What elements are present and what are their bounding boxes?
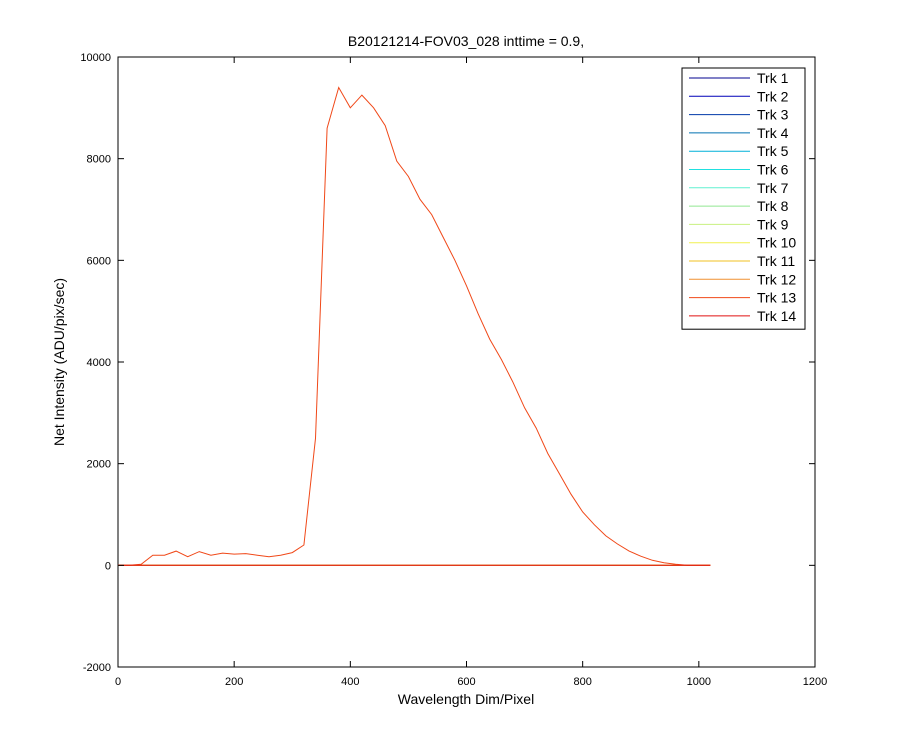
x-tick-label: 800 [573,676,591,688]
legend-label: Trk 14 [757,308,796,324]
x-tick-label: 400 [341,676,359,688]
x-axis-label: Wavelength Dim/Pixel [398,691,534,707]
y-tick-label: 10000 [80,52,111,64]
legend-label: Trk 2 [757,88,789,104]
y-tick-label: 4000 [87,357,111,369]
legend-label: Trk 4 [757,125,789,141]
plot-lines [118,86,711,566]
y-axis-label: Net Intensity (ADU/pix/sec) [51,278,67,446]
x-tick-label: 200 [225,676,243,688]
y-tick-label: 8000 [87,154,111,166]
legend-box [681,67,806,330]
x-tick-label: 1200 [803,676,827,688]
x-tick-label: 1000 [687,676,711,688]
legend-label: Trk 3 [757,107,789,123]
legend-label: Trk 9 [757,216,789,232]
legend-label: Trk 10 [757,235,796,251]
series-line [118,86,711,566]
y-tick-label: 0 [105,560,111,572]
legend-label: Trk 1 [757,70,789,86]
y-tick-label: -2000 [83,662,111,674]
legend-label: Trk 6 [757,162,789,178]
legend-label: Trk 12 [757,271,796,287]
legend-label: Trk 7 [757,180,789,196]
x-tick-label: 600 [457,676,475,688]
legend-label: Trk 13 [757,290,796,306]
y-tick-label: 2000 [87,459,111,471]
legend-label: Trk 8 [757,198,789,214]
chart-title: B20121214-FOV03_028 inttime = 0.9, [348,33,584,49]
y-tick-label: 6000 [87,255,111,267]
legend-label: Trk 11 [757,253,795,269]
x-tick-label: 0 [115,676,121,688]
legend-label: Trk 5 [757,143,789,159]
